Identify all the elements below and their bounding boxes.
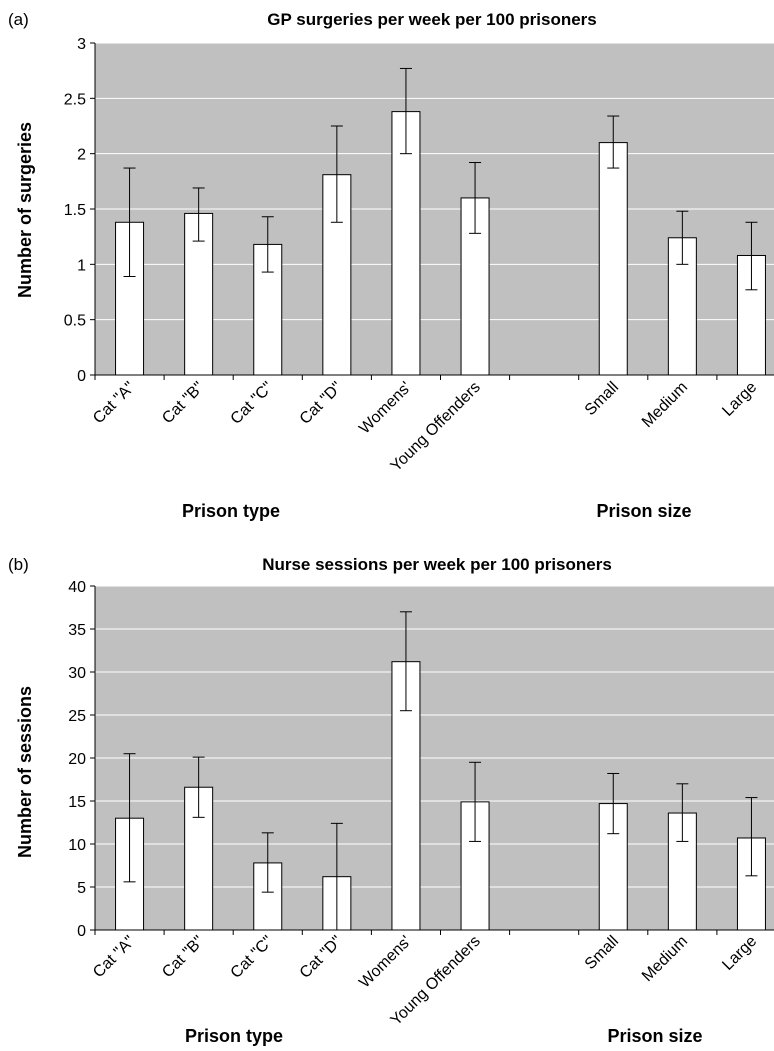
panel-a-category-labels: Cat "A" Cat "B" Cat "C" Cat "D" Womens'Young… — [90, 379, 760, 475]
panel-a-category-label: Cat "A" — [90, 379, 138, 427]
panel-b-group-label-size: Prison size — [607, 1026, 702, 1046]
panel-a-category-label: Medium — [639, 379, 691, 431]
panel-a-y-ticks: 0 0.5 1 1.5 2 2.5 3 — [64, 36, 95, 385]
panel-a-y-tick-label: 1.5 — [64, 202, 86, 219]
panel-b-y-tick-label: 25 — [68, 708, 86, 725]
panel-a-label: (a) — [8, 10, 29, 29]
panel-a-category-label: Small — [582, 379, 622, 419]
panel-b-category-label: Cat "C" — [228, 933, 277, 982]
panel-b-y-tick-label: 30 — [68, 665, 86, 682]
panel-a-category-label: Large — [719, 379, 760, 420]
panel-b-y-axis-label: Number of sessions — [15, 686, 35, 858]
panel-b-y-tick-label: 5 — [77, 880, 86, 897]
panel-b-y-tick-label: 40 — [68, 579, 86, 596]
panel-b: (b) Nurse sessions per week per 100 pris… — [8, 555, 774, 1046]
panel-a-y-axis-label: Number of surgeries — [15, 122, 35, 298]
panel-b-y-ticks: 0 5 10 15 20 25 30 35 40 — [68, 579, 95, 940]
panel-b-y-tick-label: 15 — [68, 794, 86, 811]
panel-a-category-label: Cat "C" — [228, 379, 277, 428]
panel-b-y-tick-label: 20 — [68, 751, 86, 768]
panel-a-y-tick-label: 2 — [77, 147, 86, 164]
panel-b-category-label: Small — [582, 933, 622, 973]
panel-b-group-label-type: Prison type — [185, 1026, 283, 1046]
panel-a-group-label-type: Prison type — [182, 501, 280, 521]
panel-b-title: Nurse sessions per week per 100 prisoner… — [262, 555, 612, 574]
panel-a-y-tick-label: 3 — [77, 36, 86, 53]
panel-a-group-label-size: Prison size — [596, 501, 691, 521]
panel-b-category-label: Medium — [639, 933, 691, 985]
panel-a-category-label: Womens' — [356, 379, 415, 438]
panel-b-category-labels: Cat "A" Cat "B" Cat "C" Cat "D" Womens'Young… — [90, 933, 760, 1029]
panel-b-category-label: Large — [719, 933, 760, 974]
panel-b-category-label: Womens' — [356, 933, 415, 992]
panel-a-y-tick-label: 0 — [77, 368, 86, 385]
panel-a-title: GP surgeries per week per 100 prisoners — [267, 10, 596, 29]
panel-b-category-label: Cat "B" — [159, 933, 207, 981]
panel-a-category-label: Cat "B" — [159, 379, 207, 427]
panel-a-bar — [598, 142, 628, 376]
panel-a-y-tick-label: 0.5 — [64, 313, 86, 330]
panel-b-bars — [115, 611, 766, 931]
panel-b-category-label: Cat "A" — [90, 933, 138, 981]
panel-a-bar — [391, 111, 421, 376]
panel-b-category-label: Cat "D" — [297, 933, 346, 982]
panel-a: (a) GP surgeries per week per 100 prison… — [8, 10, 774, 521]
panel-a-y-tick-label: 2.5 — [64, 91, 86, 108]
panel-a-category-label: Cat "D" — [297, 379, 346, 428]
panel-a-y-tick-label: 1 — [77, 257, 86, 274]
panel-b-label: (b) — [8, 555, 29, 574]
panel-b-y-tick-label: 10 — [68, 837, 86, 854]
panel-b-y-tick-label: 0 — [77, 923, 86, 940]
panel-a-bars — [115, 67, 766, 376]
panel-b-y-tick-label: 35 — [68, 622, 86, 639]
